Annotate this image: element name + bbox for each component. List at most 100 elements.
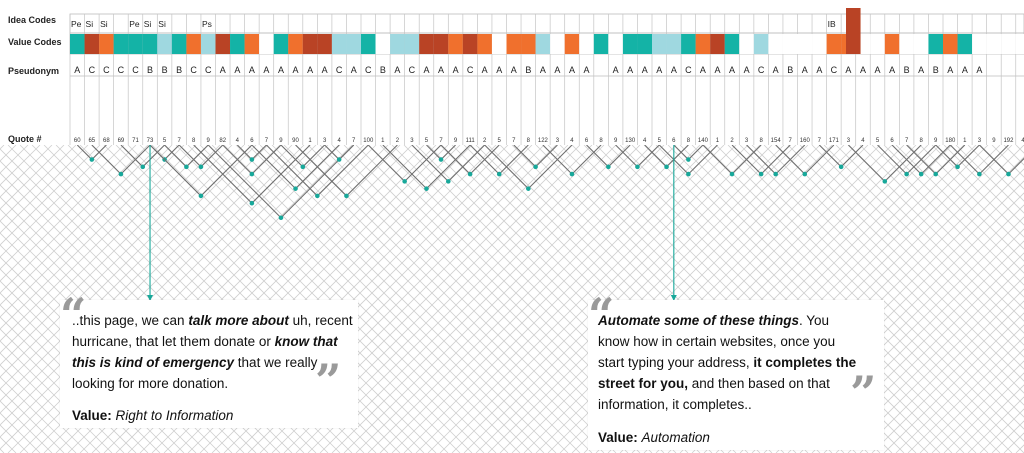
link-dot [438,157,444,162]
link-dot [249,171,255,177]
link-dot [606,164,611,170]
grid-line [211,145,521,453]
pseudonym-label: A [671,65,677,75]
grid-line [907,336,1024,453]
pseudonym-label: C [831,65,838,75]
quote-number-label: 9 [992,138,996,144]
quote-number-label: 130 [625,138,636,144]
value-code-cell [681,34,696,54]
grid-line [787,145,1024,382]
grid-line [715,145,1024,453]
grid-line [139,145,449,453]
value-code-cell [244,34,260,54]
pseudonym-label: A [889,65,895,75]
quote-number-label: 7 [789,138,793,144]
quote-number-label: 8 [527,138,531,144]
grid-line [871,145,1024,298]
link-dot [344,193,349,199]
value-code-cell [1001,34,1016,54]
link-dot [293,186,298,191]
link-dot [955,164,960,170]
value-code-cell [593,34,609,54]
grid-line [763,145,1024,406]
value-code-cell [695,34,711,54]
pseudonym-label: A [584,65,590,75]
grid-line [0,376,77,453]
grid-line [703,145,1013,453]
grid-line [0,448,5,453]
quote-number-label: 180 [945,138,956,144]
grid-line [0,145,65,210]
link-dot [933,171,939,177]
grid-line [199,145,509,453]
quote-number-label: 5 [876,138,880,144]
pseudonym-label: C [365,65,372,75]
quote-number-label: 7 [512,138,516,144]
grid-line [175,145,485,453]
pseudonym-label: Pseudonym [8,66,60,76]
value-code-cell [506,34,522,54]
quote-number-label: 4 [861,138,865,144]
value-code-cell [870,34,885,54]
pseudonym-label: A [947,65,953,75]
pseudonym-label: C [205,65,212,75]
pseudonym-label: C [336,65,343,75]
pseudonym-label: C [409,65,416,75]
quote-left-emphasis-2: know that this is kind of emergency [72,334,338,370]
quote-number-label: 4 [643,138,647,144]
value-code-cell [346,34,361,54]
pseudonym-label: B [933,65,939,75]
grid-line [271,145,581,453]
link-dot [918,171,924,177]
link-dot [773,171,778,177]
grid-line [907,145,1024,262]
grid-line [847,145,1024,322]
pseudonym-label: C [89,65,96,75]
grid-line [0,400,53,453]
pseudonym-label: A [482,65,488,75]
quote-callout-right: “ Automate some of these things. You kno… [588,292,884,450]
pseudonym-label: A [802,65,808,75]
grid-line [151,145,461,453]
value-code-cell [884,34,900,54]
quote-number-label: 140 [698,138,709,144]
grid-line [0,145,17,162]
value-code-cell [288,34,303,54]
value-code-cell [404,34,420,54]
value-code-cell [84,34,100,54]
grid-line [943,145,1024,226]
link-dot [198,193,204,199]
value-code-cell [375,34,391,54]
quote-number-label: 8 [759,138,763,144]
value-code-cell [652,34,667,54]
grid-line [823,145,1024,346]
value-code-cell [899,34,914,54]
quote-left-part-1: ..this page, we can [72,313,189,328]
close-quote-mark: ” [850,366,877,420]
quote-number-label: 4 [236,138,240,144]
value-code-cell [171,34,187,54]
pseudonym-label: A [322,65,328,75]
value-code-cell [433,34,449,54]
idea-code-label: IB [828,19,836,29]
link-dot [446,179,451,184]
pseudonym-label: A [613,65,619,75]
quote-number-label: 3 [556,138,560,144]
quote-number-label: 6 [250,138,254,144]
value-code-cell [812,34,827,54]
grid-line [0,145,125,270]
grid-line [163,145,473,453]
quote-number-label: 65 [88,138,95,144]
pseudonym-label: A [394,65,400,75]
quote-number-label: 5 [425,138,429,144]
idea-code-label: Ps [202,19,212,29]
grid-line [283,145,593,453]
quote-text-left: ..this page, we can talk more about uh, … [72,310,354,394]
link-dot [686,171,691,177]
grid-line [679,145,989,453]
quote-right-emphasis-2: it completes the street for you, [598,355,857,391]
quote-text-right: Automate some of these things. You know … [598,310,860,415]
link-dot [526,186,531,191]
grid-line [247,145,557,453]
grid-line [0,145,137,282]
